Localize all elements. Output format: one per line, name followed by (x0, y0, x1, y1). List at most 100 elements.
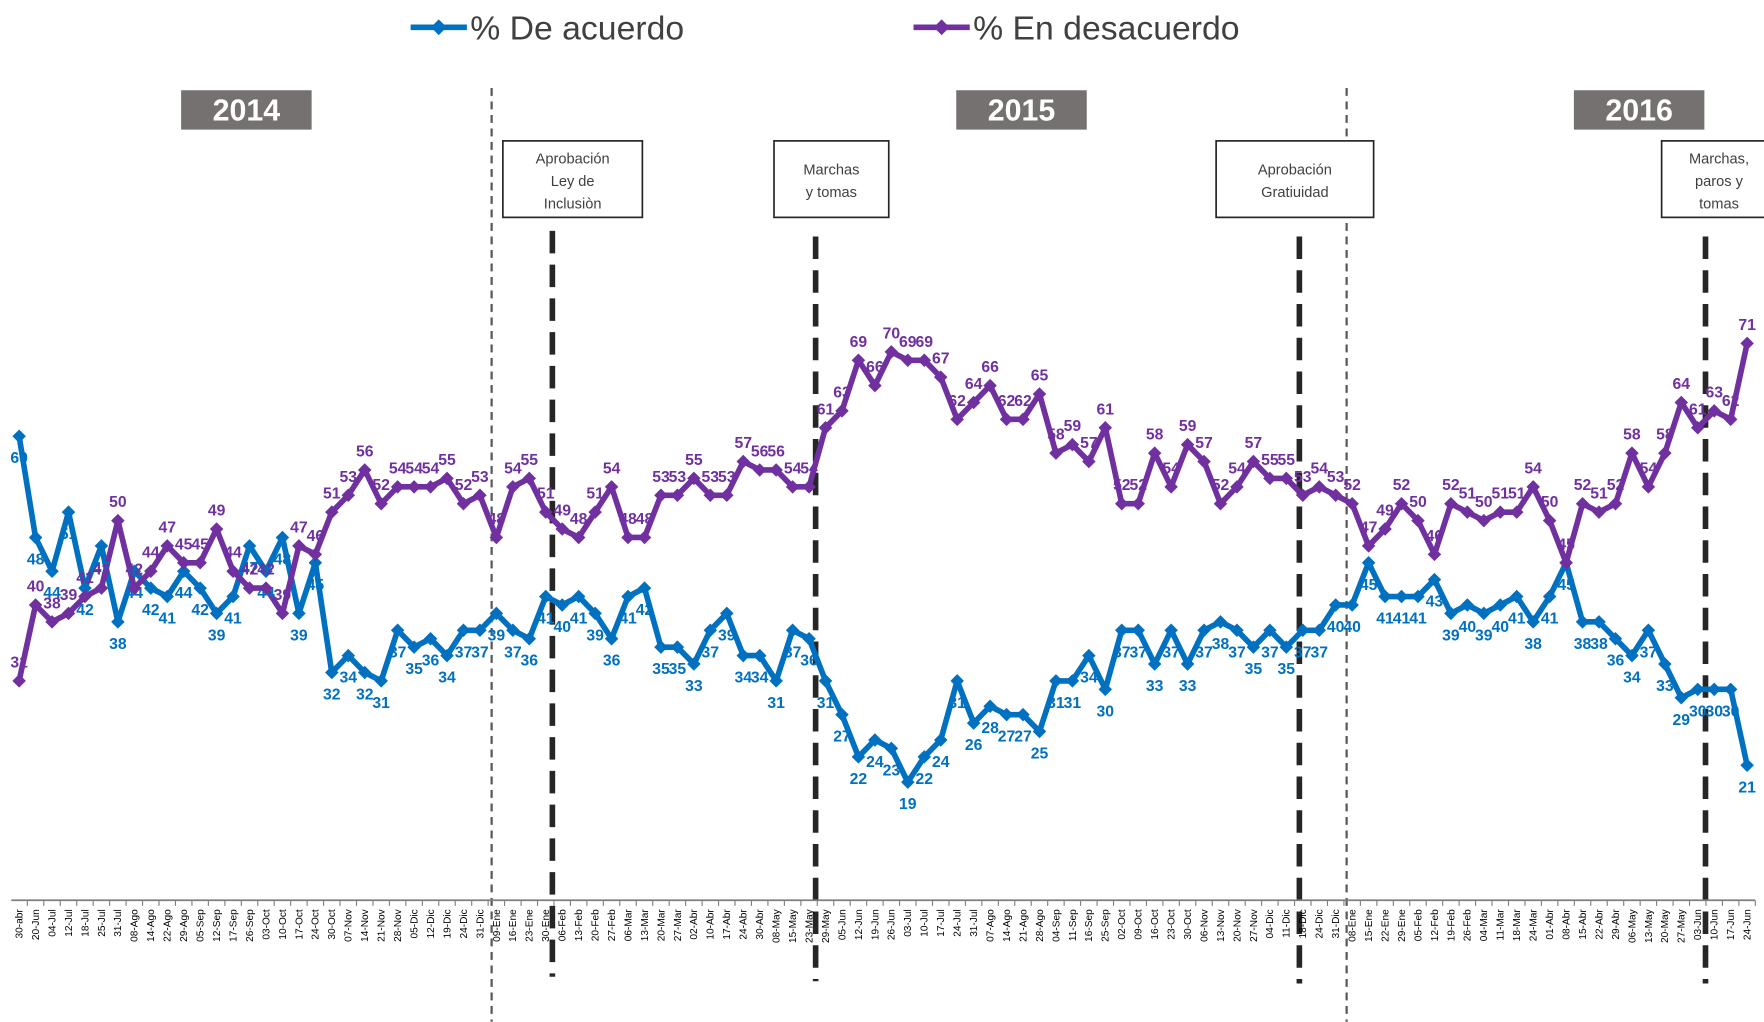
data-label: 38 (1590, 636, 1608, 653)
data-label: 51 (537, 486, 555, 503)
data-label: 51 (1492, 486, 1510, 503)
point (1427, 547, 1442, 562)
x-tick-label: 23-Oct (1167, 909, 1178, 940)
point (176, 564, 191, 578)
data-label: 39 (60, 587, 78, 604)
point (1460, 598, 1475, 612)
point (1131, 623, 1145, 637)
point (1707, 404, 1721, 418)
x-tick-label: 11-Dic (1282, 909, 1293, 937)
x-tick-label: 31-Jul (969, 909, 980, 937)
point (1197, 454, 1211, 469)
point (555, 598, 569, 612)
point (1263, 471, 1277, 486)
point (1674, 691, 1689, 705)
data-label: 69 (850, 334, 868, 351)
data-label: 52 (455, 477, 473, 494)
x-tick-label: 03-Jun (1693, 909, 1704, 940)
point (1180, 657, 1195, 671)
data-label: 37 (1294, 644, 1312, 661)
point (539, 505, 553, 519)
data-label: 66 (866, 359, 884, 376)
data-label: 37 (1113, 644, 1131, 661)
x-tick-label: 06-May (1627, 908, 1638, 943)
data-label: 47 (158, 519, 176, 536)
x-tick-label: 28-Ago (1035, 909, 1046, 942)
point (78, 589, 92, 604)
x-tick-label: 23-Ene (525, 909, 536, 942)
x-tick-label: 29-Ago (179, 909, 190, 942)
point (1049, 446, 1063, 460)
x-tick-label: 13-Nov (1216, 908, 1227, 942)
data-label: 54 (405, 460, 423, 477)
data-label: 58 (1656, 427, 1674, 444)
x-tick-label: 17-Jul (936, 909, 947, 937)
point (1131, 496, 1145, 511)
data-label: 37 (455, 644, 473, 661)
data-label: 69 (899, 334, 917, 351)
point (423, 631, 438, 646)
data-label: 45 (1360, 577, 1378, 594)
x-tick-label: 18-Dic (1298, 909, 1309, 938)
point (259, 564, 273, 578)
data-label: 50 (1541, 494, 1559, 511)
data-label: 45 (1557, 577, 1575, 594)
x-tick-label: 21-Ago (1018, 909, 1029, 942)
point (687, 657, 701, 671)
point (703, 488, 718, 502)
data-label: 33 (1179, 678, 1197, 695)
x-tick-label: 29-Abr (1611, 909, 1622, 940)
point (144, 581, 158, 595)
data-label: 41 (1376, 611, 1394, 628)
data-label: 42 (93, 562, 111, 579)
point (1411, 589, 1425, 604)
x-tick-label: 10-Abr (706, 909, 717, 940)
x-tick-label: 12-Dic (426, 909, 437, 938)
data-label: 66 (981, 359, 999, 376)
point (1411, 513, 1425, 528)
annotation: Marchas, (1689, 151, 1749, 167)
x-tick-label: 16-Ene (508, 909, 519, 942)
data-label: 56 (767, 443, 785, 460)
x-tick-label: 17-Abr (722, 909, 733, 940)
data-label: 40 (27, 578, 45, 595)
x-tick-label: 10-Oct (278, 909, 289, 940)
point (1082, 648, 1096, 663)
point (736, 454, 750, 469)
point (28, 598, 43, 612)
point (571, 530, 586, 545)
point (654, 488, 668, 502)
data-label: 52 (1442, 477, 1460, 494)
x-tick-label: 30-Oct (327, 909, 338, 940)
annotation: tomas (1699, 196, 1739, 212)
point (242, 581, 257, 595)
data-label: 54 (603, 460, 621, 477)
annotation: Inclusiòn (544, 196, 602, 212)
point (720, 488, 734, 502)
point (374, 496, 388, 511)
x-tick-label: 27-May (1677, 908, 1688, 943)
data-label: 52 (1113, 477, 1131, 494)
annotation: Aprobación (536, 151, 610, 167)
data-label: 42 (142, 602, 160, 619)
point (1115, 496, 1129, 511)
data-label: 54 (1524, 460, 1542, 477)
data-label: 60 (10, 450, 28, 467)
data-label: 51 (1459, 486, 1477, 503)
data-label: 67 (932, 351, 950, 368)
data-label: 51 (1508, 486, 1526, 503)
data-label: 50 (109, 494, 127, 511)
x-tick-label: 15-May (788, 908, 799, 943)
x-tick-label: 08-Ene (1348, 909, 1359, 942)
point (440, 648, 454, 663)
point (983, 378, 997, 393)
data-label: 37 (1195, 644, 1213, 661)
point (1526, 480, 1540, 494)
data-label: 23 (883, 762, 901, 779)
point (868, 378, 882, 393)
data-label: 59 (1064, 418, 1082, 435)
point (1444, 606, 1458, 621)
x-tick-label: 07-Ago (985, 909, 996, 942)
point (390, 623, 405, 637)
point (1361, 539, 1376, 553)
